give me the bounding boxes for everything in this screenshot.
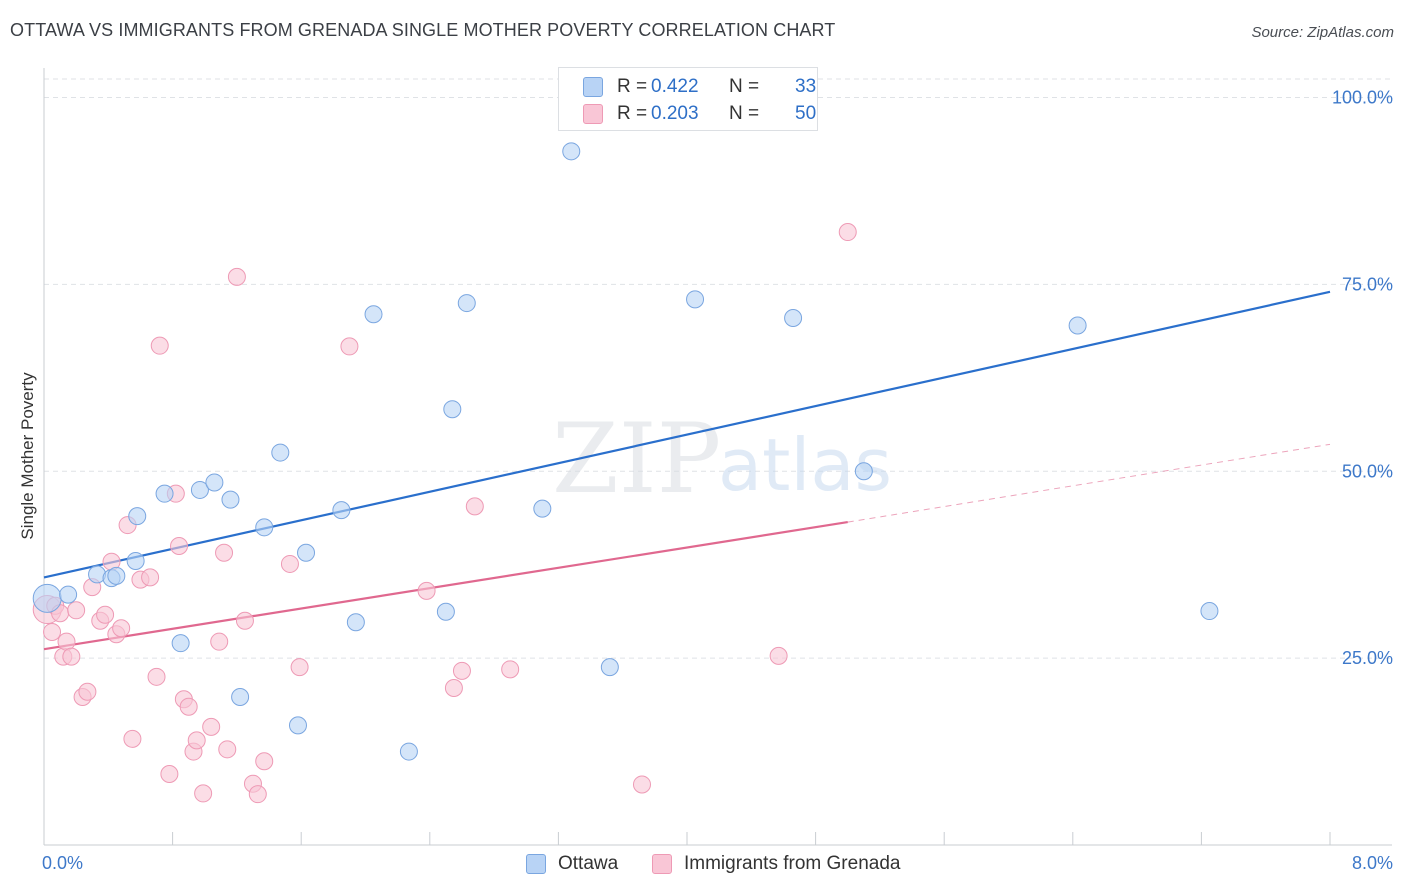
ottawa-point bbox=[443, 400, 462, 419]
grenada-trend-line bbox=[43, 520, 848, 651]
ottawa-trend-line bbox=[43, 290, 1331, 579]
ottawa-point bbox=[205, 473, 224, 492]
ottawa-point bbox=[255, 518, 274, 537]
ottawa-swatch bbox=[526, 854, 546, 874]
legend-r-value: 0.203 bbox=[651, 103, 699, 124]
ottawa-point bbox=[436, 602, 455, 621]
grenada-point bbox=[141, 568, 160, 587]
grenada-point bbox=[96, 605, 115, 624]
grenada-point bbox=[444, 679, 463, 698]
source-label: Source: ZipAtlas.com bbox=[1251, 24, 1394, 41]
ottawa-point bbox=[364, 305, 383, 324]
x-tick-label-max: 8.0% bbox=[1352, 853, 1393, 873]
bottom-legend-label: Immigrants from Grenada bbox=[684, 853, 901, 874]
grenada-point bbox=[215, 543, 234, 562]
grenada-point bbox=[179, 697, 198, 716]
grenada-point bbox=[67, 601, 86, 620]
ottawa-point bbox=[1200, 602, 1219, 621]
grenada-point bbox=[43, 622, 62, 641]
grenada-point bbox=[340, 337, 359, 356]
x-tick-label-min: 0.0% bbox=[42, 853, 83, 873]
grenada-point bbox=[160, 764, 179, 783]
grenada-point bbox=[187, 731, 206, 750]
ottawa-point bbox=[346, 613, 365, 632]
grenada-point bbox=[235, 611, 254, 630]
ottawa-points bbox=[32, 88, 1219, 761]
grenada-point bbox=[632, 775, 651, 794]
grenada-point bbox=[255, 752, 274, 771]
ottawa-point bbox=[686, 290, 705, 309]
grenada-trend-extension bbox=[847, 443, 1331, 523]
grenada-point bbox=[248, 785, 267, 804]
chart-title: OTTAWA VS IMMIGRANTS FROM GRENADA SINGLE… bbox=[10, 20, 836, 40]
ottawa-point bbox=[399, 742, 418, 761]
grenada-point bbox=[290, 658, 309, 677]
ottawa-point bbox=[107, 566, 126, 585]
grenada-point bbox=[218, 740, 237, 759]
ottawa-point bbox=[288, 716, 307, 735]
legend: R = 0.422 N = 33 R = 0.203 N = 50 bbox=[558, 67, 818, 131]
grenada-point bbox=[170, 537, 189, 555]
legend-r-value: 0.422 bbox=[651, 76, 699, 97]
y-tick-label: 25.0% bbox=[1342, 648, 1393, 668]
legend-r-label: R = bbox=[617, 76, 648, 97]
ottawa-swatch bbox=[583, 77, 603, 97]
ottawa-point bbox=[854, 462, 873, 481]
y-axis-label: Single Mother Poverty bbox=[18, 372, 37, 540]
grenada-swatch bbox=[583, 104, 603, 124]
ottawa-point bbox=[1068, 316, 1087, 335]
ottawa-point bbox=[32, 583, 62, 613]
legend-n-value: 50 bbox=[795, 103, 817, 124]
grenada-point bbox=[78, 682, 97, 701]
grenada-point bbox=[452, 661, 471, 680]
grenada-point bbox=[194, 784, 213, 803]
ottawa-point bbox=[271, 443, 290, 462]
grenada-swatch bbox=[652, 854, 672, 874]
grenada-point bbox=[112, 619, 131, 638]
ottawa-point bbox=[457, 294, 476, 313]
ottawa-point bbox=[190, 480, 209, 499]
ottawa-point bbox=[126, 551, 145, 570]
grenada-point bbox=[838, 223, 857, 242]
ottawa-point bbox=[297, 543, 316, 562]
ottawa-point bbox=[128, 507, 147, 526]
grenada-points bbox=[32, 223, 857, 804]
grenada-point bbox=[62, 647, 81, 666]
grenada-point bbox=[769, 646, 788, 665]
grenada-point bbox=[150, 336, 169, 355]
ottawa-point bbox=[533, 499, 552, 518]
grenada-point bbox=[465, 497, 484, 516]
ottawa-point bbox=[155, 484, 174, 503]
grenada-point bbox=[123, 729, 142, 748]
y-tick-label: 50.0% bbox=[1342, 461, 1393, 481]
legend-r-label: R = bbox=[617, 103, 648, 124]
y-tick-label: 100.0% bbox=[1332, 88, 1393, 108]
ottawa-point bbox=[562, 142, 581, 161]
ottawa-point bbox=[221, 490, 240, 509]
ottawa-point bbox=[171, 634, 190, 653]
grenada-point bbox=[57, 632, 76, 651]
grid-lines bbox=[44, 78, 1392, 659]
grenada-point bbox=[147, 667, 166, 686]
watermark: ZIP atlas bbox=[552, 403, 892, 515]
legend-n-label: N = bbox=[729, 103, 760, 124]
tick-labels: 25.0% 50.0% 75.0% 100.0% 0.0% 8.0% bbox=[42, 88, 1393, 874]
bottom-legend-label: Ottawa bbox=[558, 853, 619, 874]
grenada-point bbox=[501, 660, 520, 679]
axes bbox=[43, 68, 1392, 846]
grenada-point bbox=[210, 632, 229, 651]
ottawa-point bbox=[231, 687, 250, 706]
legend-n-value: 33 bbox=[795, 76, 817, 97]
legend-n-label: N = bbox=[729, 76, 760, 97]
grenada-point bbox=[227, 267, 246, 286]
grenada-point bbox=[280, 554, 299, 573]
ottawa-point bbox=[784, 309, 803, 328]
grenada-point bbox=[202, 717, 221, 736]
ottawa-point bbox=[332, 501, 351, 520]
ottawa-point bbox=[59, 585, 78, 604]
ottawa-point bbox=[600, 658, 619, 677]
grenada-point bbox=[417, 581, 436, 600]
y-tick-label: 75.0% bbox=[1342, 274, 1393, 294]
